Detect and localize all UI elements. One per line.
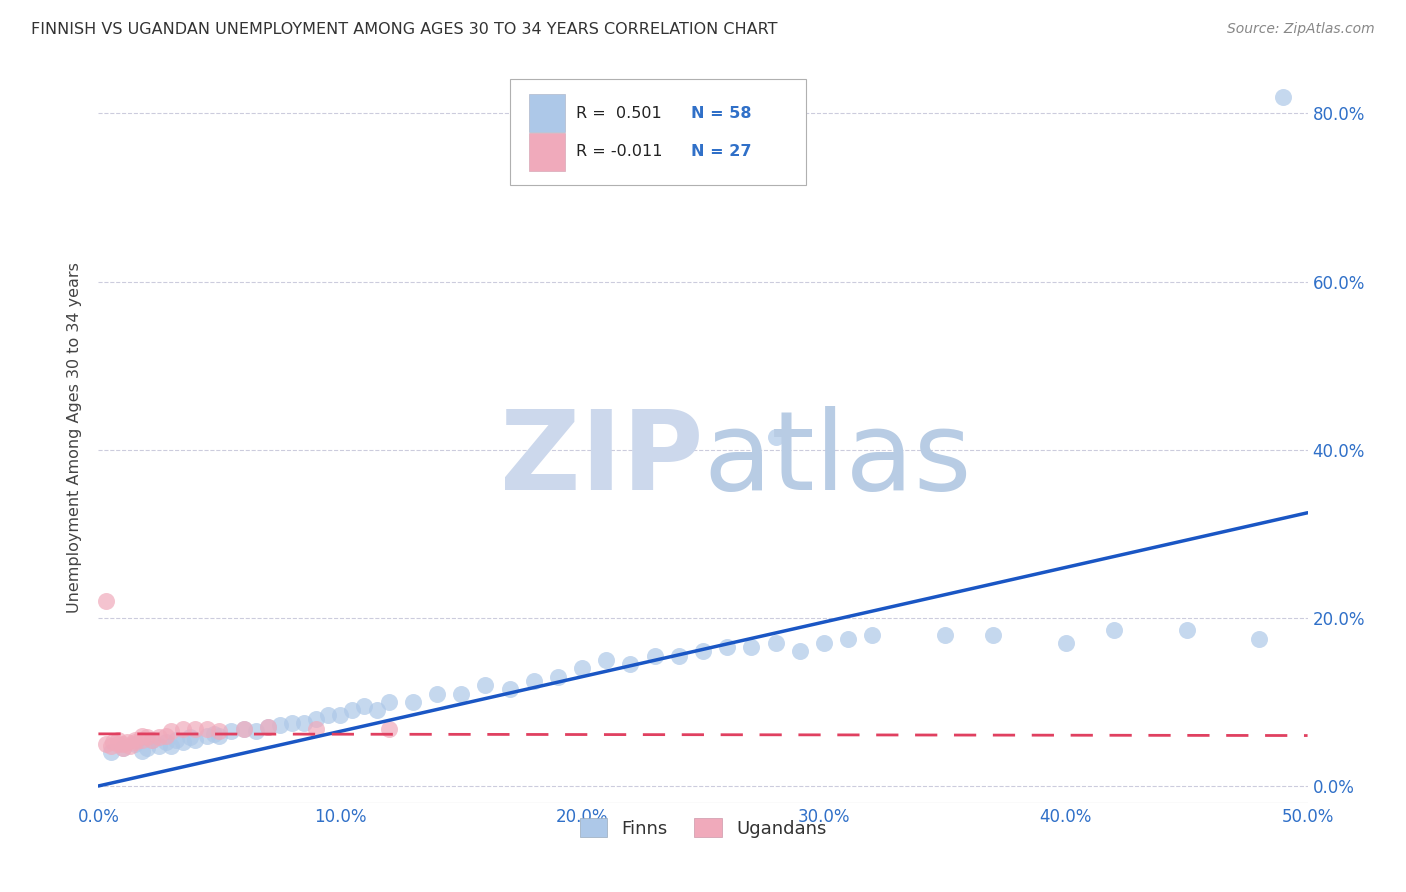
- Point: [179, 730, 201, 744]
- Point: [148, 730, 170, 744]
- Point: [256, 720, 278, 734]
- Point: [94, 594, 117, 608]
- Point: [232, 722, 254, 736]
- Point: [474, 678, 496, 692]
- Point: [245, 724, 267, 739]
- Point: [195, 729, 218, 743]
- Point: [571, 661, 593, 675]
- Point: [208, 724, 231, 739]
- Point: [329, 707, 352, 722]
- FancyBboxPatch shape: [529, 94, 565, 132]
- Point: [305, 722, 328, 736]
- Point: [305, 712, 328, 726]
- Point: [101, 735, 124, 749]
- Point: [498, 682, 520, 697]
- Point: [184, 732, 207, 747]
- Point: [117, 735, 139, 749]
- Point: [232, 722, 254, 736]
- Point: [292, 715, 315, 730]
- Text: ZIP: ZIP: [499, 406, 703, 513]
- Point: [107, 732, 129, 747]
- Point: [692, 644, 714, 658]
- Y-axis label: Unemployment Among Ages 30 to 34 years: Unemployment Among Ages 30 to 34 years: [67, 261, 83, 613]
- Point: [124, 735, 146, 749]
- Point: [523, 673, 546, 688]
- Point: [124, 737, 146, 751]
- Point: [111, 737, 134, 751]
- Text: N = 27: N = 27: [690, 145, 751, 160]
- Point: [1175, 624, 1198, 638]
- Point: [155, 735, 177, 749]
- Point: [124, 732, 146, 747]
- Point: [377, 695, 399, 709]
- Point: [740, 640, 762, 655]
- Point: [131, 729, 153, 743]
- Point: [1272, 89, 1295, 103]
- Point: [141, 732, 163, 747]
- Point: [281, 715, 304, 730]
- Point: [353, 699, 375, 714]
- Point: [366, 703, 388, 717]
- Point: [668, 648, 690, 663]
- Point: [256, 720, 278, 734]
- Text: atlas: atlas: [703, 406, 972, 513]
- Point: [837, 632, 859, 646]
- Text: N = 58: N = 58: [690, 105, 751, 120]
- Point: [595, 653, 617, 667]
- Point: [165, 732, 187, 747]
- Text: Source: ZipAtlas.com: Source: ZipAtlas.com: [1227, 22, 1375, 37]
- Point: [813, 636, 835, 650]
- Point: [221, 724, 243, 739]
- Point: [316, 707, 339, 722]
- Point: [94, 737, 117, 751]
- Point: [195, 722, 218, 736]
- Point: [716, 640, 738, 655]
- Point: [644, 648, 666, 663]
- Point: [1249, 632, 1271, 646]
- Point: [765, 430, 787, 444]
- Text: R =  0.501: R = 0.501: [576, 105, 662, 120]
- Point: [765, 636, 787, 650]
- Point: [208, 729, 231, 743]
- FancyBboxPatch shape: [529, 133, 565, 171]
- Point: [269, 718, 291, 732]
- Point: [377, 722, 399, 736]
- FancyBboxPatch shape: [509, 78, 806, 185]
- Point: [135, 730, 157, 744]
- Point: [172, 722, 194, 736]
- Point: [204, 727, 226, 741]
- Point: [934, 627, 956, 641]
- Point: [1102, 624, 1125, 638]
- Point: [100, 739, 122, 753]
- Point: [118, 739, 141, 753]
- Point: [172, 735, 194, 749]
- Point: [619, 657, 641, 671]
- Point: [131, 732, 153, 747]
- Point: [155, 729, 177, 743]
- Point: [426, 686, 449, 700]
- Legend: Finns, Ugandans: Finns, Ugandans: [572, 811, 834, 845]
- Point: [111, 741, 134, 756]
- Point: [141, 732, 163, 747]
- Point: [160, 724, 183, 739]
- Point: [402, 695, 425, 709]
- Point: [450, 686, 472, 700]
- Point: [981, 627, 1004, 641]
- Point: [111, 741, 134, 756]
- Point: [148, 739, 170, 753]
- Point: [1054, 636, 1077, 650]
- Text: FINNISH VS UGANDAN UNEMPLOYMENT AMONG AGES 30 TO 34 YEARS CORRELATION CHART: FINNISH VS UGANDAN UNEMPLOYMENT AMONG AG…: [31, 22, 778, 37]
- Point: [860, 627, 883, 641]
- Point: [131, 744, 153, 758]
- Point: [342, 703, 364, 717]
- Point: [135, 741, 157, 756]
- Text: R = -0.011: R = -0.011: [576, 145, 662, 160]
- Point: [160, 739, 183, 753]
- Point: [107, 737, 129, 751]
- Point: [100, 745, 122, 759]
- Point: [184, 722, 207, 736]
- Point: [547, 670, 569, 684]
- Point: [789, 644, 811, 658]
